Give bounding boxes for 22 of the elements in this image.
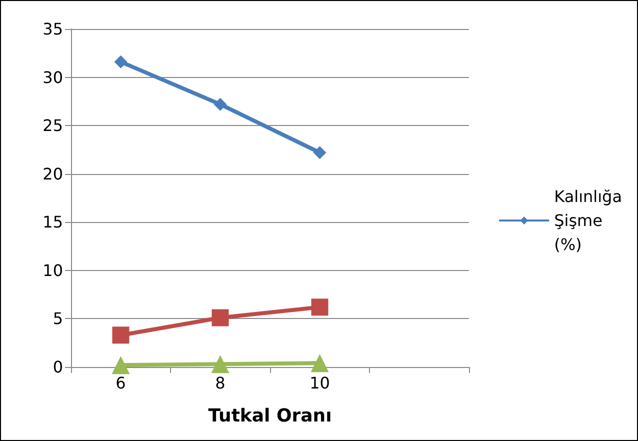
y-tick-label: 20: [42, 164, 63, 184]
point: [114, 55, 128, 68]
point: [212, 309, 229, 326]
x-tick-label: 6: [116, 374, 126, 392]
point: [112, 356, 130, 374]
x-axis-title: Tutkal Oranı: [208, 406, 332, 426]
y-tick-label: 5: [52, 309, 63, 328]
point: [313, 146, 326, 160]
y-tick-label: 25: [42, 116, 63, 136]
y-tick-label: 30: [42, 68, 63, 87]
y-tick-label: 10: [42, 260, 63, 280]
x-tick-label: 10: [310, 374, 330, 392]
point: [112, 326, 130, 344]
y-tick-label: 0: [52, 358, 63, 376]
point: [214, 98, 227, 111]
y-tick-label: 15: [42, 212, 63, 232]
y-tick-label: 35: [42, 20, 63, 38]
x-tick-label: 8: [215, 374, 226, 392]
point: [311, 298, 328, 316]
legend-label: Kalınlığa Şişme (%): [554, 187, 622, 254]
point: [211, 355, 230, 374]
point: [310, 354, 329, 372]
